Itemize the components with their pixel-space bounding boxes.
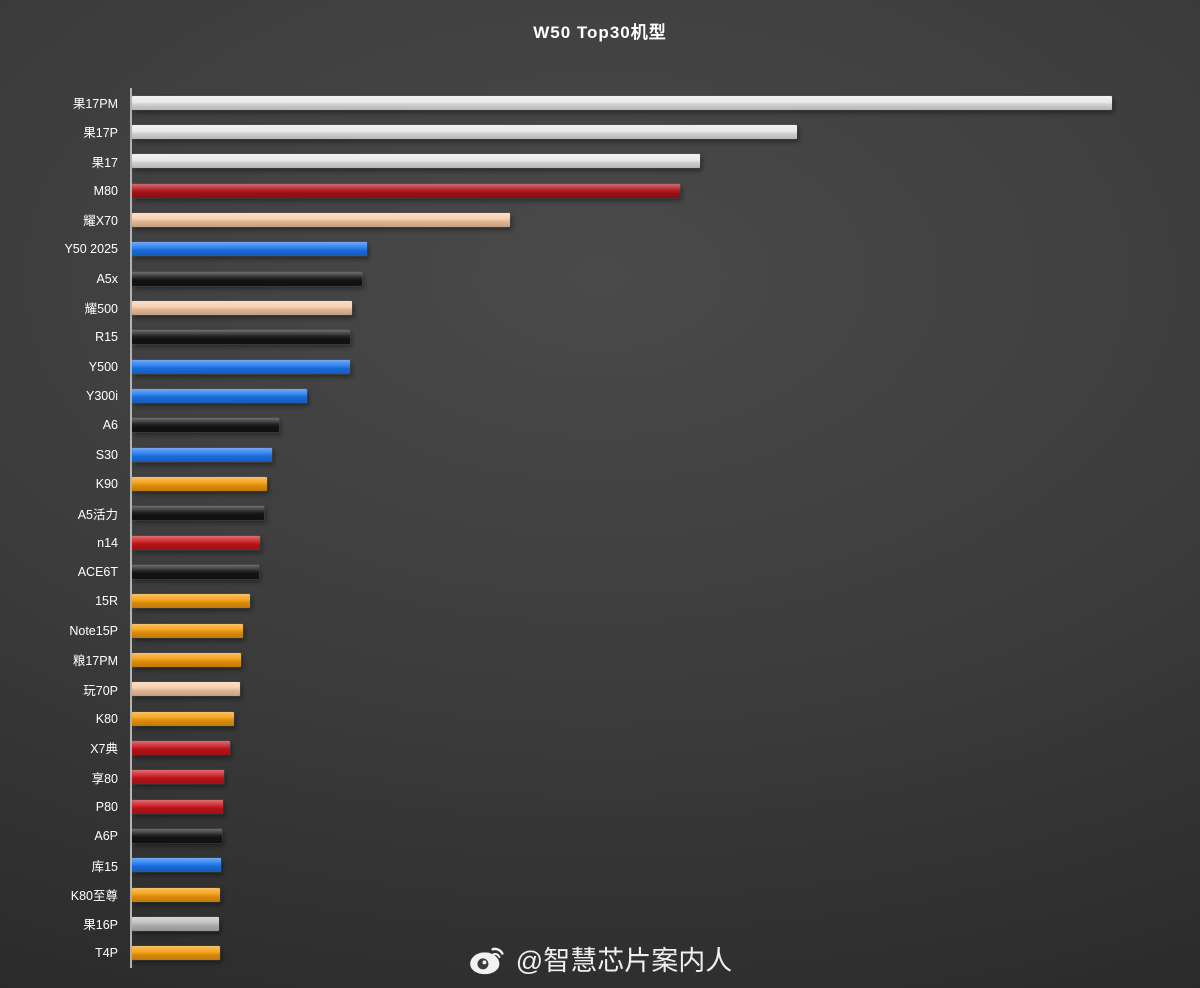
category-label: K80至尊 bbox=[70, 889, 118, 904]
watermark: @智慧芯片案内人 bbox=[468, 939, 732, 978]
category-label: K90 bbox=[95, 476, 118, 491]
category-label: S30 bbox=[95, 447, 118, 462]
category-label: P80 bbox=[95, 799, 118, 814]
bar bbox=[132, 212, 511, 227]
bar-row: Y50 2025 bbox=[64, 235, 1112, 264]
category-label: M80 bbox=[93, 183, 118, 198]
category-label: 果16P bbox=[83, 918, 118, 933]
bar bbox=[132, 124, 798, 139]
bar bbox=[132, 330, 350, 345]
bar-row: 库15 bbox=[92, 851, 1112, 880]
bar bbox=[132, 887, 221, 902]
bar-row: X7典 bbox=[90, 733, 1112, 762]
bar bbox=[132, 623, 243, 638]
bar-row: ACE6T bbox=[78, 557, 1112, 586]
category-label: 享80 bbox=[91, 771, 118, 786]
bar bbox=[132, 476, 268, 491]
bar-row: A5活力 bbox=[78, 499, 1112, 528]
bar-row: T4P bbox=[95, 939, 1112, 968]
category-label: A6P bbox=[94, 828, 118, 843]
bar bbox=[132, 652, 241, 667]
category-label: X7典 bbox=[90, 742, 118, 757]
bar-row: Y500 bbox=[89, 352, 1112, 381]
category-label: K80 bbox=[95, 711, 118, 726]
bar-row: M80 bbox=[94, 176, 1112, 205]
category-label: 果17P bbox=[83, 126, 118, 141]
bar-row: K80至尊 bbox=[71, 880, 1112, 909]
category-label: Y300i bbox=[86, 388, 118, 403]
watermark-handle: @智慧芯片案内人 bbox=[515, 946, 733, 976]
bar bbox=[132, 828, 223, 843]
category-label: Y500 bbox=[88, 359, 118, 374]
bar bbox=[132, 183, 680, 198]
bar bbox=[132, 359, 350, 374]
bar bbox=[132, 799, 224, 814]
bar-row: A6 bbox=[103, 411, 1112, 440]
bar-row: P80 bbox=[96, 792, 1112, 821]
category-label: 玩70P bbox=[83, 683, 118, 698]
bar bbox=[132, 711, 234, 726]
bar-row: 耀X70 bbox=[83, 205, 1112, 234]
bar bbox=[132, 447, 273, 462]
category-label: 耀500 bbox=[84, 302, 118, 317]
bar-row: 果17P bbox=[83, 117, 1112, 146]
bar-row: 粮17PM bbox=[73, 645, 1112, 674]
bar-row: 玩70P bbox=[83, 675, 1112, 704]
bar bbox=[132, 564, 260, 579]
bar bbox=[132, 95, 1112, 110]
bar bbox=[132, 770, 225, 785]
category-label: ACE6T bbox=[77, 564, 118, 579]
bar-chart-plot-area: 果17PM 果17P 果17 M80 耀X70 Y50 2025 A5x 耀500 R15 Y50… bbox=[64, 88, 1112, 968]
category-label: 果17 bbox=[91, 155, 118, 170]
category-label: 耀X70 bbox=[83, 214, 118, 229]
bar bbox=[132, 418, 279, 433]
bar bbox=[132, 946, 221, 961]
weibo-icon bbox=[470, 947, 504, 974]
bar-row: R15 bbox=[95, 323, 1112, 352]
category-label: 库15 bbox=[91, 859, 118, 874]
category-label: Y50 2025 bbox=[64, 242, 118, 257]
category-label: R15 bbox=[95, 330, 118, 345]
bar-row: 果16P bbox=[83, 909, 1112, 938]
bar bbox=[132, 858, 222, 873]
bar bbox=[132, 740, 230, 755]
bar-row: 果17PM bbox=[73, 88, 1112, 117]
category-label: A6 bbox=[102, 418, 118, 433]
category-label: T4P bbox=[95, 946, 118, 961]
bar-row: K90 bbox=[96, 469, 1112, 498]
bar bbox=[132, 300, 352, 315]
bar-row: 享80 bbox=[92, 763, 1112, 792]
bar bbox=[132, 506, 265, 521]
category-label: Note15P bbox=[69, 623, 118, 638]
bar-row: 耀500 bbox=[85, 293, 1112, 322]
bar bbox=[132, 535, 261, 550]
bar-row: A6P bbox=[94, 821, 1112, 850]
category-label: A5x bbox=[96, 271, 118, 286]
category-label: 15R bbox=[95, 594, 118, 609]
bar bbox=[132, 154, 701, 169]
category-label: n14 bbox=[97, 535, 118, 550]
bar-row: A5x bbox=[96, 264, 1112, 293]
bar-row: n14 bbox=[97, 528, 1112, 557]
chart-title: W50 Top30机型 bbox=[533, 23, 667, 42]
bar-row: 果17 bbox=[92, 147, 1112, 176]
bar bbox=[132, 594, 250, 609]
bar-row: K80 bbox=[96, 704, 1112, 733]
category-label: A5活力 bbox=[77, 507, 118, 522]
bar bbox=[132, 242, 368, 257]
bar bbox=[132, 271, 363, 286]
category-label: 果17PM bbox=[72, 97, 118, 112]
bar bbox=[132, 916, 220, 931]
bar-row: Y300i bbox=[86, 381, 1112, 410]
bar bbox=[132, 388, 308, 403]
bar-row: 15R bbox=[95, 587, 1112, 616]
bar-row: Note15P bbox=[69, 616, 1112, 645]
category-label: 粮17PM bbox=[72, 654, 118, 669]
bar bbox=[132, 682, 240, 697]
bar-row: S30 bbox=[96, 440, 1112, 469]
